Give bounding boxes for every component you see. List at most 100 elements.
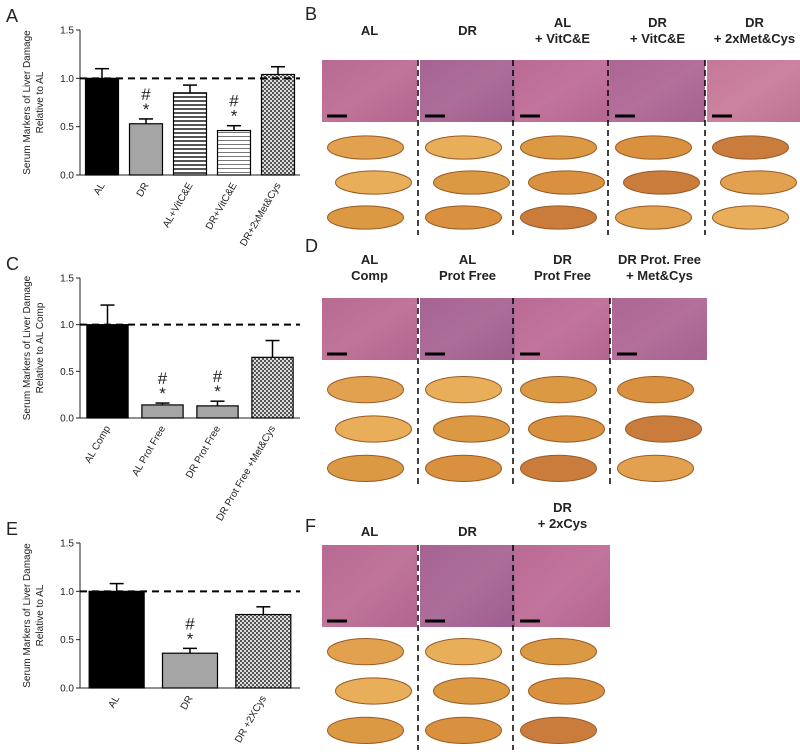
column-header: DR <box>745 15 764 30</box>
liver-photo <box>425 454 502 482</box>
histology-texture <box>707 60 800 122</box>
significance-marker: # <box>185 614 195 633</box>
significance-marker: # <box>213 367 223 386</box>
liver-photo <box>520 135 597 160</box>
bar <box>196 405 239 419</box>
liver-photo <box>623 170 700 195</box>
significance-marker: # <box>158 369 168 388</box>
column-header: + VitC&E <box>630 31 685 46</box>
panel-letter: F <box>305 516 316 536</box>
x-tick-label: DR+VitC&E <box>204 181 240 232</box>
bar <box>216 129 252 176</box>
histology-texture <box>612 298 707 360</box>
y-tick-label: 0.5 <box>60 367 74 378</box>
liver-photo <box>528 415 605 443</box>
liver-photo <box>528 170 605 195</box>
column-header: DR <box>553 252 572 267</box>
significance-marker: * <box>143 100 150 119</box>
x-tick-label: DR Prot Free +Met&Cys <box>215 424 279 523</box>
y-tick-label: 0.0 <box>60 684 74 695</box>
significance-marker: * <box>187 629 194 648</box>
significance-marker: # <box>229 92 239 111</box>
column-header: AL <box>459 252 476 267</box>
liver-photo <box>617 376 694 404</box>
liver-photo <box>433 415 510 443</box>
significance-marker: * <box>159 384 166 403</box>
panel-letter: E <box>6 519 18 539</box>
liver-photo <box>327 205 404 230</box>
x-tick-label: DR Prot Free <box>184 424 223 481</box>
histology-texture <box>322 298 417 360</box>
liver-photo <box>520 376 597 404</box>
y-tick-label: 0.5 <box>60 122 74 133</box>
x-tick-label: AL <box>107 694 123 710</box>
column-header: DR <box>553 500 572 515</box>
liver-photo <box>615 135 692 160</box>
x-tick-label: AL+VitC&E <box>161 181 196 230</box>
liver-photo <box>433 677 510 705</box>
column-header: Prot Free <box>439 268 496 283</box>
x-tick-label: AL Prot Free <box>130 424 168 479</box>
x-tick-label: DR+2xMet&Cys <box>238 181 283 248</box>
liver-photo <box>425 638 502 666</box>
liver-photo <box>433 170 510 195</box>
histology-texture <box>420 298 515 360</box>
bar <box>128 123 164 176</box>
bar <box>141 404 184 419</box>
significance-marker: * <box>231 107 238 126</box>
y-axis-label: Serum Markers of Liver Damage <box>22 275 33 420</box>
liver-photo <box>720 170 797 195</box>
histology-texture <box>322 545 417 627</box>
liver-photo <box>520 638 597 666</box>
liver-photo <box>520 454 597 482</box>
column-header: Comp <box>351 268 388 283</box>
liver-photo <box>425 135 502 160</box>
bar <box>235 613 292 689</box>
y-axis-label: Relative to AL <box>35 584 46 646</box>
liver-photo <box>528 677 605 705</box>
liver-photo <box>425 716 502 744</box>
significance-marker: * <box>214 382 221 401</box>
y-axis-label: Serum Markers of Liver Damage <box>22 30 33 175</box>
y-axis-label: Relative to AL <box>35 71 46 133</box>
liver-photo <box>327 638 404 666</box>
histology-texture <box>515 545 610 627</box>
column-header: DR <box>458 23 477 38</box>
column-header: AL <box>361 524 378 539</box>
liver-photo <box>327 376 404 404</box>
significance-marker: # <box>141 85 151 104</box>
x-tick-label: DR +2XCys <box>233 694 269 745</box>
y-tick-label: 1.5 <box>60 26 74 37</box>
y-tick-label: 1.0 <box>60 587 74 598</box>
y-tick-label: 1.5 <box>60 274 74 285</box>
liver-photo <box>425 205 502 230</box>
histology-texture <box>420 545 515 627</box>
bar <box>84 77 120 176</box>
liver-photo <box>615 205 692 230</box>
column-header: AL <box>361 252 378 267</box>
liver-photo <box>335 677 412 705</box>
liver-photo <box>327 716 404 744</box>
liver-photo <box>625 415 702 443</box>
column-header: + 2xMet&Cys <box>714 31 795 46</box>
histology-texture <box>322 60 417 122</box>
panel-letter: A <box>6 6 18 26</box>
x-tick-label: DR <box>135 181 152 199</box>
column-header: DR Prot. Free <box>618 252 701 267</box>
column-header: AL <box>361 23 378 38</box>
x-tick-label: DR <box>179 694 196 712</box>
liver-photo <box>327 135 404 160</box>
panel-letter: D <box>305 236 318 256</box>
bar <box>88 590 145 689</box>
bar <box>86 324 129 419</box>
liver-photo <box>520 716 597 744</box>
y-axis-label: Relative to AL Comp <box>35 302 46 393</box>
liver-photo <box>335 170 412 195</box>
bar <box>161 652 219 689</box>
y-tick-label: 0.0 <box>60 171 74 182</box>
y-tick-label: 1.0 <box>60 74 74 85</box>
liver-photo <box>712 135 789 160</box>
liver-photo <box>425 376 502 404</box>
y-axis-label: Serum Markers of Liver Damage <box>22 543 33 688</box>
